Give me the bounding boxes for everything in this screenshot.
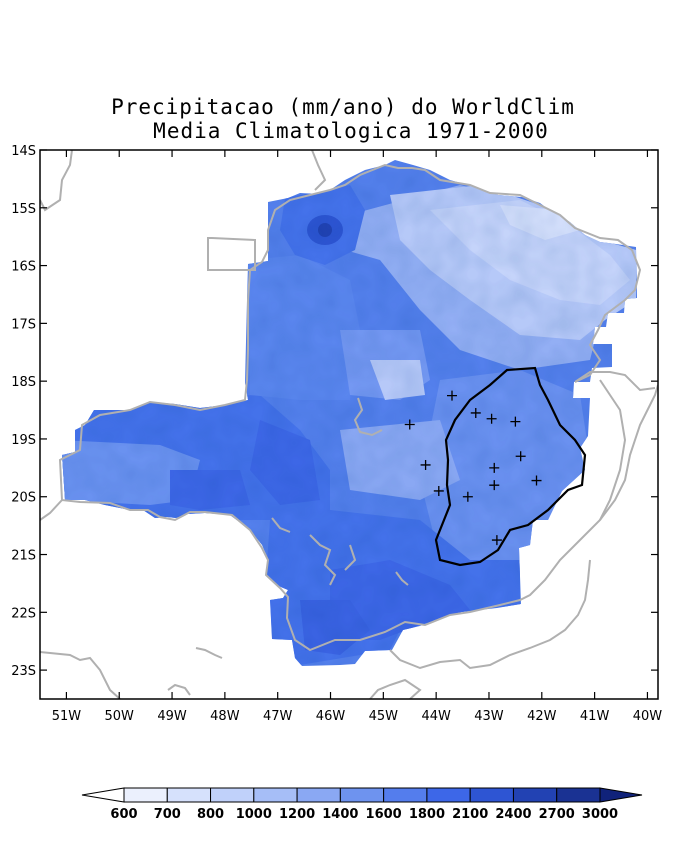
station-marker [515, 451, 526, 462]
colorbar-label: 700 [154, 807, 181, 822]
precipitation-field [62, 160, 637, 666]
colorbar-swatch [339, 787, 385, 803]
map-title-line2: Media Climatologica 1971-2000 [153, 119, 549, 143]
colorbar-swatch [166, 787, 212, 803]
lat-tick-label: 22S [11, 606, 36, 621]
station-marker [489, 480, 500, 491]
colorbar-label: 2400 [495, 807, 531, 822]
station-marker [462, 491, 473, 502]
colorbar-swatch [123, 787, 168, 803]
lat-tick-label: 20S [11, 491, 36, 506]
colorbar-swatch [383, 787, 428, 803]
lat-tick-label: 14S [11, 144, 36, 159]
station-marker [510, 416, 521, 427]
colorbar-label: 1800 [409, 807, 445, 822]
political-borders [40, 150, 658, 699]
colorbar-swatch [296, 787, 341, 803]
longitude-axis: 51W 50W 49W 48W 47W 46W 45W 44W 43W 42W 41W 40W [52, 150, 663, 724]
lon-tick-label: 40W [633, 709, 663, 724]
colorbar-swatch [512, 787, 558, 803]
colorbar-swatch [469, 787, 514, 803]
lat-tick-label: 16S [11, 260, 36, 275]
colorbar-label: 1400 [322, 807, 358, 822]
station-markers [404, 390, 542, 546]
colorbar: 600 700 800 1000 1200 1400 1600 1800 2100 2400 270… [81, 787, 643, 822]
colorbar-label: 1200 [279, 807, 315, 822]
colorbar-low-triangle [81, 787, 125, 803]
basin-outline [434, 366, 587, 567]
colorbar-swatch [210, 787, 255, 803]
plot-frame [39, 149, 659, 700]
lat-tick-label: 17S [11, 317, 36, 332]
latitude-axis: 14S 15S 16S 17S 18S 19S 20S 21S 22S 23S [11, 144, 658, 679]
station-marker [489, 462, 500, 473]
colorbar-swatch [556, 787, 601, 803]
station-marker [420, 459, 431, 470]
lat-tick-label: 18S [11, 375, 36, 390]
lon-tick-label: 48W [210, 709, 240, 724]
lon-tick-label: 51W [52, 709, 82, 724]
colorbar-label: 1000 [236, 807, 272, 822]
lon-tick-label: 44W [421, 709, 451, 724]
station-marker [447, 390, 457, 401]
colorbar-label: 3000 [582, 807, 618, 822]
lon-tick-label: 42W [527, 709, 557, 724]
lon-tick-label: 49W [157, 709, 187, 724]
station-marker [433, 485, 444, 496]
lon-tick-label: 47W [263, 709, 293, 724]
colorbar-label: 2700 [539, 807, 575, 822]
lon-tick-label: 41W [580, 709, 610, 724]
lat-tick-label: 23S [11, 664, 36, 679]
station-marker [486, 413, 497, 424]
colorbar-high-triangle [599, 787, 643, 803]
lon-tick-label: 45W [369, 709, 399, 724]
lat-tick-label: 15S [11, 202, 36, 217]
colorbar-swatch [253, 787, 298, 803]
station-marker [404, 419, 415, 430]
map-title-line1: Precipitacao (mm/ano) do WorldClim [111, 95, 575, 119]
colorbar-label: 2100 [452, 807, 488, 822]
station-marker [531, 475, 542, 486]
station-marker [470, 407, 481, 418]
lon-tick-label: 43W [474, 709, 504, 724]
colorbar-label: 1600 [366, 807, 402, 822]
lon-tick-label: 46W [316, 709, 346, 724]
lon-tick-label: 50W [105, 709, 135, 724]
colorbar-label: 800 [197, 807, 224, 822]
colorbar-swatch [426, 787, 471, 803]
lat-tick-label: 19S [11, 433, 36, 448]
colorbar-label: 600 [110, 807, 137, 822]
lat-tick-label: 21S [11, 549, 36, 564]
station-marker [491, 535, 502, 546]
